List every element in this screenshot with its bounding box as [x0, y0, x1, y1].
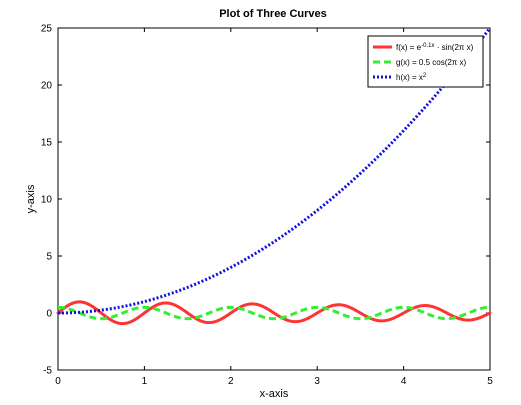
y-axis-ticks: -5 0 5 10 15 20 25	[41, 24, 490, 377]
y-tick-label: 25	[41, 24, 53, 35]
x-tick-label: 1	[142, 376, 148, 387]
series-layer	[56, 27, 492, 326]
series-line-2	[57, 305, 491, 321]
x-tick-label: 2	[228, 376, 234, 387]
y-tick-label: 0	[46, 309, 52, 320]
series-line-3	[57, 27, 492, 315]
y-tick-label: 5	[46, 252, 52, 263]
x-tick-label: 3	[314, 376, 320, 387]
x-tick-label: 0	[55, 376, 61, 387]
y-tick-label: 10	[41, 195, 53, 206]
legend: f(x) = e-0.1x · sin(2π x) g(x) = 0.5 cos(…	[367, 35, 484, 88]
series-line-1	[56, 300, 492, 326]
chart-title: Plot of Three Curves	[219, 8, 327, 20]
y-tick-label: 15	[41, 138, 53, 149]
x-tick-label: 5	[487, 376, 493, 387]
y-axis-title: y-axis	[25, 184, 37, 213]
x-axis-ticks: 0 1 2 3 4 5	[55, 28, 493, 387]
legend-label-3: h(x) = x2	[396, 73, 427, 82]
x-tick-label: 4	[401, 376, 407, 387]
legend-label-1: f(x) = e-0.1x · sin(2π x)	[396, 43, 474, 52]
y-tick-label: 20	[41, 81, 53, 92]
y-tick-label: -5	[43, 366, 52, 377]
legend-label-2: g(x) = 0.5 cos(2π x)	[396, 58, 467, 67]
x-axis-title: x-axis	[260, 388, 289, 400]
